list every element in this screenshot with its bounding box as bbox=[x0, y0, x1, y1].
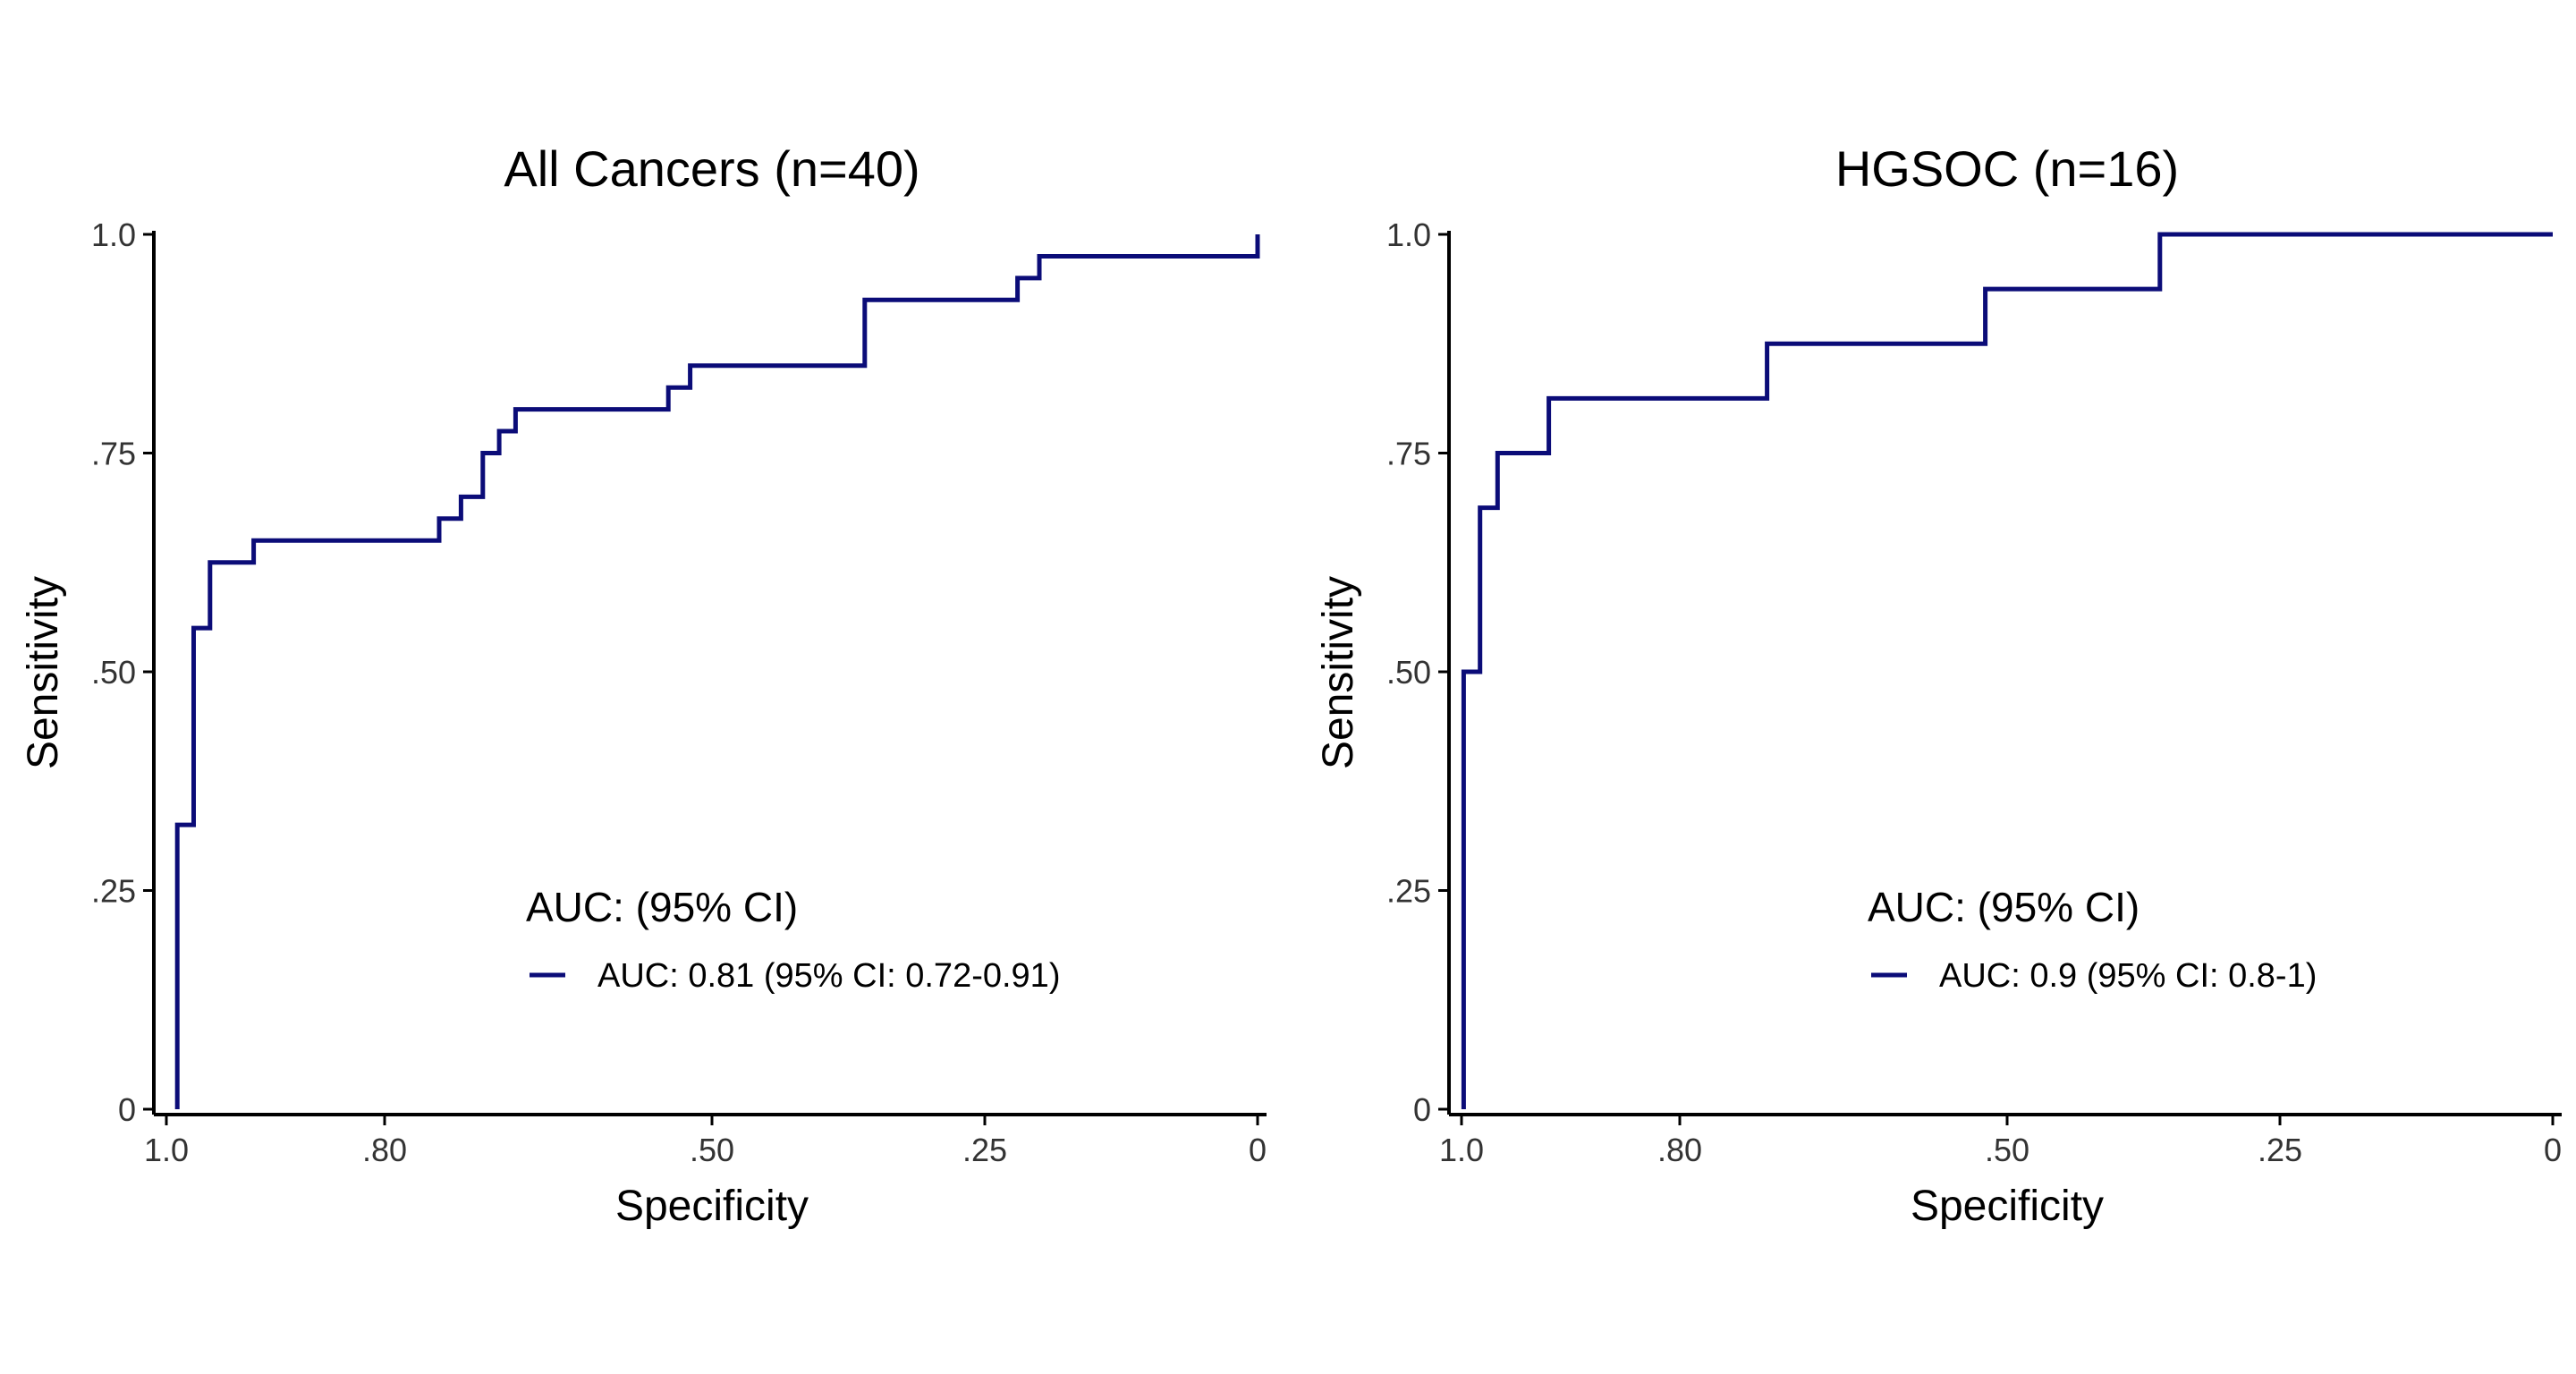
roc-curve-group bbox=[174, 234, 1260, 1109]
y-tick-label: .75 bbox=[1386, 436, 1431, 472]
y-tick-label: .25 bbox=[91, 873, 136, 910]
legend: AUC: (95% CI) AUC: 0.9 (95% CI: 0.8-1) bbox=[1868, 884, 2317, 995]
x-tick-label: .50 bbox=[690, 1132, 734, 1168]
roc-curve-line bbox=[1461, 232, 2553, 1109]
x-tick-label: 0 bbox=[1249, 1132, 1267, 1168]
x-tick-label: .25 bbox=[2258, 1132, 2302, 1168]
x-tick-label: .80 bbox=[1657, 1132, 1702, 1168]
y-axis-label: Sensitivity bbox=[1315, 576, 1362, 769]
roc-panel-all-cancers: All Cancers (n=40) Sensitivity Specifici… bbox=[20, 140, 1267, 1230]
x-axis-label: Specificity bbox=[615, 1183, 809, 1230]
y-tick-label: 1.0 bbox=[1386, 216, 1431, 253]
x-tick-label: 1.0 bbox=[144, 1132, 189, 1168]
legend-entry: AUC: 0.81 (95% CI: 0.72-0.91) bbox=[597, 957, 1060, 995]
y-tick-label: .75 bbox=[91, 436, 136, 472]
x-tick-label: .80 bbox=[362, 1132, 407, 1168]
chart-title: All Cancers (n=40) bbox=[504, 140, 919, 197]
axis-ticks: 0 .25 .50 .75 1.0 1.0 .80 .50 .25 0 bbox=[1386, 216, 2562, 1168]
legend-title: AUC: (95% CI) bbox=[1868, 884, 2140, 930]
y-axis-label: Sensitivity bbox=[20, 576, 67, 769]
y-tick-label: 1.0 bbox=[91, 216, 136, 253]
roc-panel-hgsoc: HGSOC (n=16) Sensitivity Specificity 0 .2… bbox=[1315, 140, 2562, 1230]
y-tick-label: .50 bbox=[1386, 654, 1431, 691]
legend-title: AUC: (95% CI) bbox=[526, 884, 798, 930]
x-tick-label: 0 bbox=[2544, 1132, 2562, 1168]
y-tick-label: .25 bbox=[1386, 873, 1431, 910]
x-axis-label: Specificity bbox=[1911, 1183, 2104, 1230]
x-tick-label: 1.0 bbox=[1439, 1132, 1484, 1168]
y-tick-label: .50 bbox=[91, 654, 136, 691]
x-tick-label: .50 bbox=[1985, 1132, 2029, 1168]
chart-title: HGSOC (n=16) bbox=[1835, 140, 2179, 197]
roc-curve-line bbox=[174, 234, 1260, 1109]
legend-entry: AUC: 0.9 (95% CI: 0.8-1) bbox=[1939, 957, 2317, 995]
roc-curve-group bbox=[1461, 232, 2553, 1109]
y-tick-label: 0 bbox=[1413, 1091, 1431, 1128]
y-tick-label: 0 bbox=[118, 1091, 136, 1128]
legend: AUC: (95% CI) AUC: 0.81 (95% CI: 0.72-0.… bbox=[526, 884, 1060, 995]
x-tick-label: .25 bbox=[962, 1132, 1007, 1168]
axis-ticks: 0 .25 .50 .75 1.0 1.0 .80 .50 .25 0 bbox=[91, 216, 1267, 1168]
